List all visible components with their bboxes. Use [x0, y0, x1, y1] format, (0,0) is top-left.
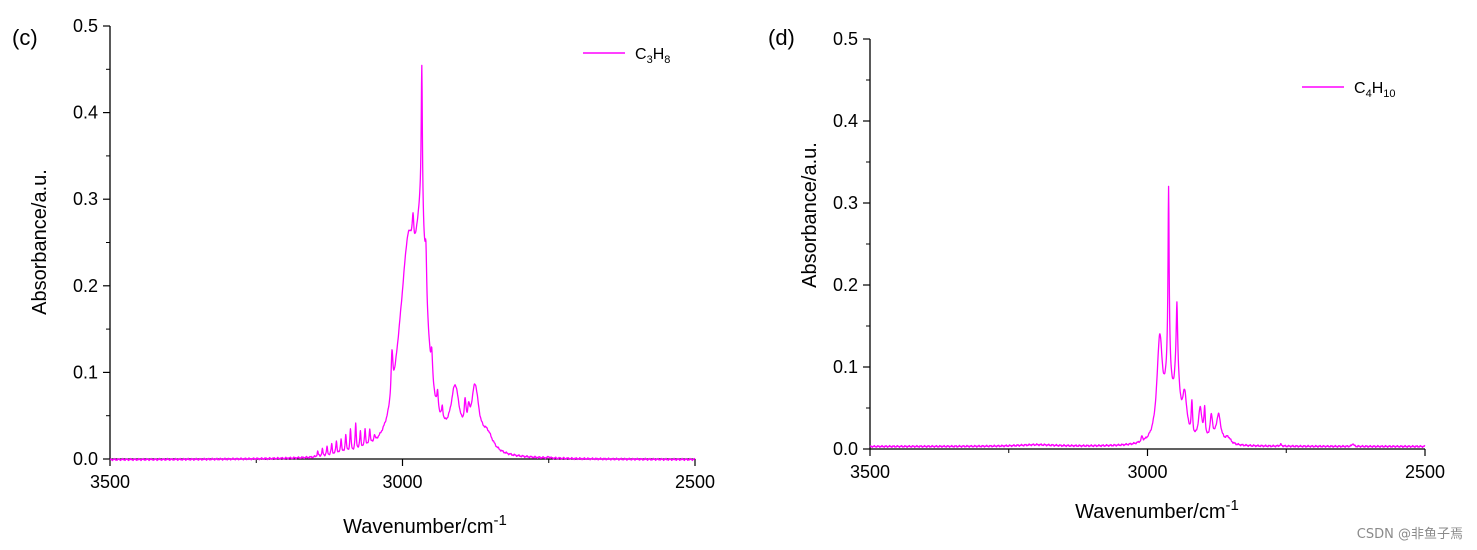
y-tick-label: 0.4 — [833, 111, 858, 131]
legend-label: C3H8 — [635, 46, 670, 66]
x-tick-label: 3000 — [1127, 462, 1167, 482]
y-tick-label: 0.0 — [833, 439, 858, 459]
y-tick-label: 0.1 — [73, 362, 98, 382]
y-tick-label: 0.2 — [73, 276, 98, 296]
y-tick-label: 0.0 — [73, 449, 98, 469]
x-tick-label: 3500 — [850, 462, 890, 482]
y-tick-label: 0.2 — [833, 275, 858, 295]
y-tick-label: 0.4 — [73, 103, 98, 123]
y-axis-title: Absorbance/a.u. — [799, 142, 821, 288]
y-tick-label: 0.5 — [833, 29, 858, 49]
y-tick-label: 0.3 — [73, 189, 98, 209]
y-tick-label: 0.3 — [833, 193, 858, 213]
series-line-C3H8 — [109, 64, 696, 462]
chart-panel-d: 0.0 0.1 0.2 0.3 0.4 0.5 3500 3000 2500 Wavenumber… — [768, 25, 1445, 523]
watermark-text: CSDN @非鱼子焉 — [1356, 527, 1463, 542]
y-tick-label: 0.1 — [833, 357, 858, 377]
legend-label: C4H10 — [1354, 80, 1396, 100]
panel-label: (d) — [768, 25, 795, 50]
x-tick-label: 2500 — [1405, 462, 1445, 482]
y-axis-title: Absorbance/a.u. — [29, 169, 51, 315]
x-tick-label: 3000 — [382, 472, 422, 492]
chart-panel-c: 0.0 0.1 0.2 0.3 0.4 0.5 3500 3000 2500 Wavenumber… — [12, 16, 715, 538]
y-tick-label: 0.5 — [73, 16, 98, 36]
x-tick-label: 2500 — [675, 472, 715, 492]
x-axis-title: Wavenumber/cm-1 — [343, 512, 507, 538]
panel-label: (c) — [12, 25, 38, 50]
x-axis-title: Wavenumber/cm-1 — [1075, 497, 1239, 523]
x-tick-label: 3500 — [90, 472, 130, 492]
series-line-C4H10 — [869, 185, 1426, 449]
